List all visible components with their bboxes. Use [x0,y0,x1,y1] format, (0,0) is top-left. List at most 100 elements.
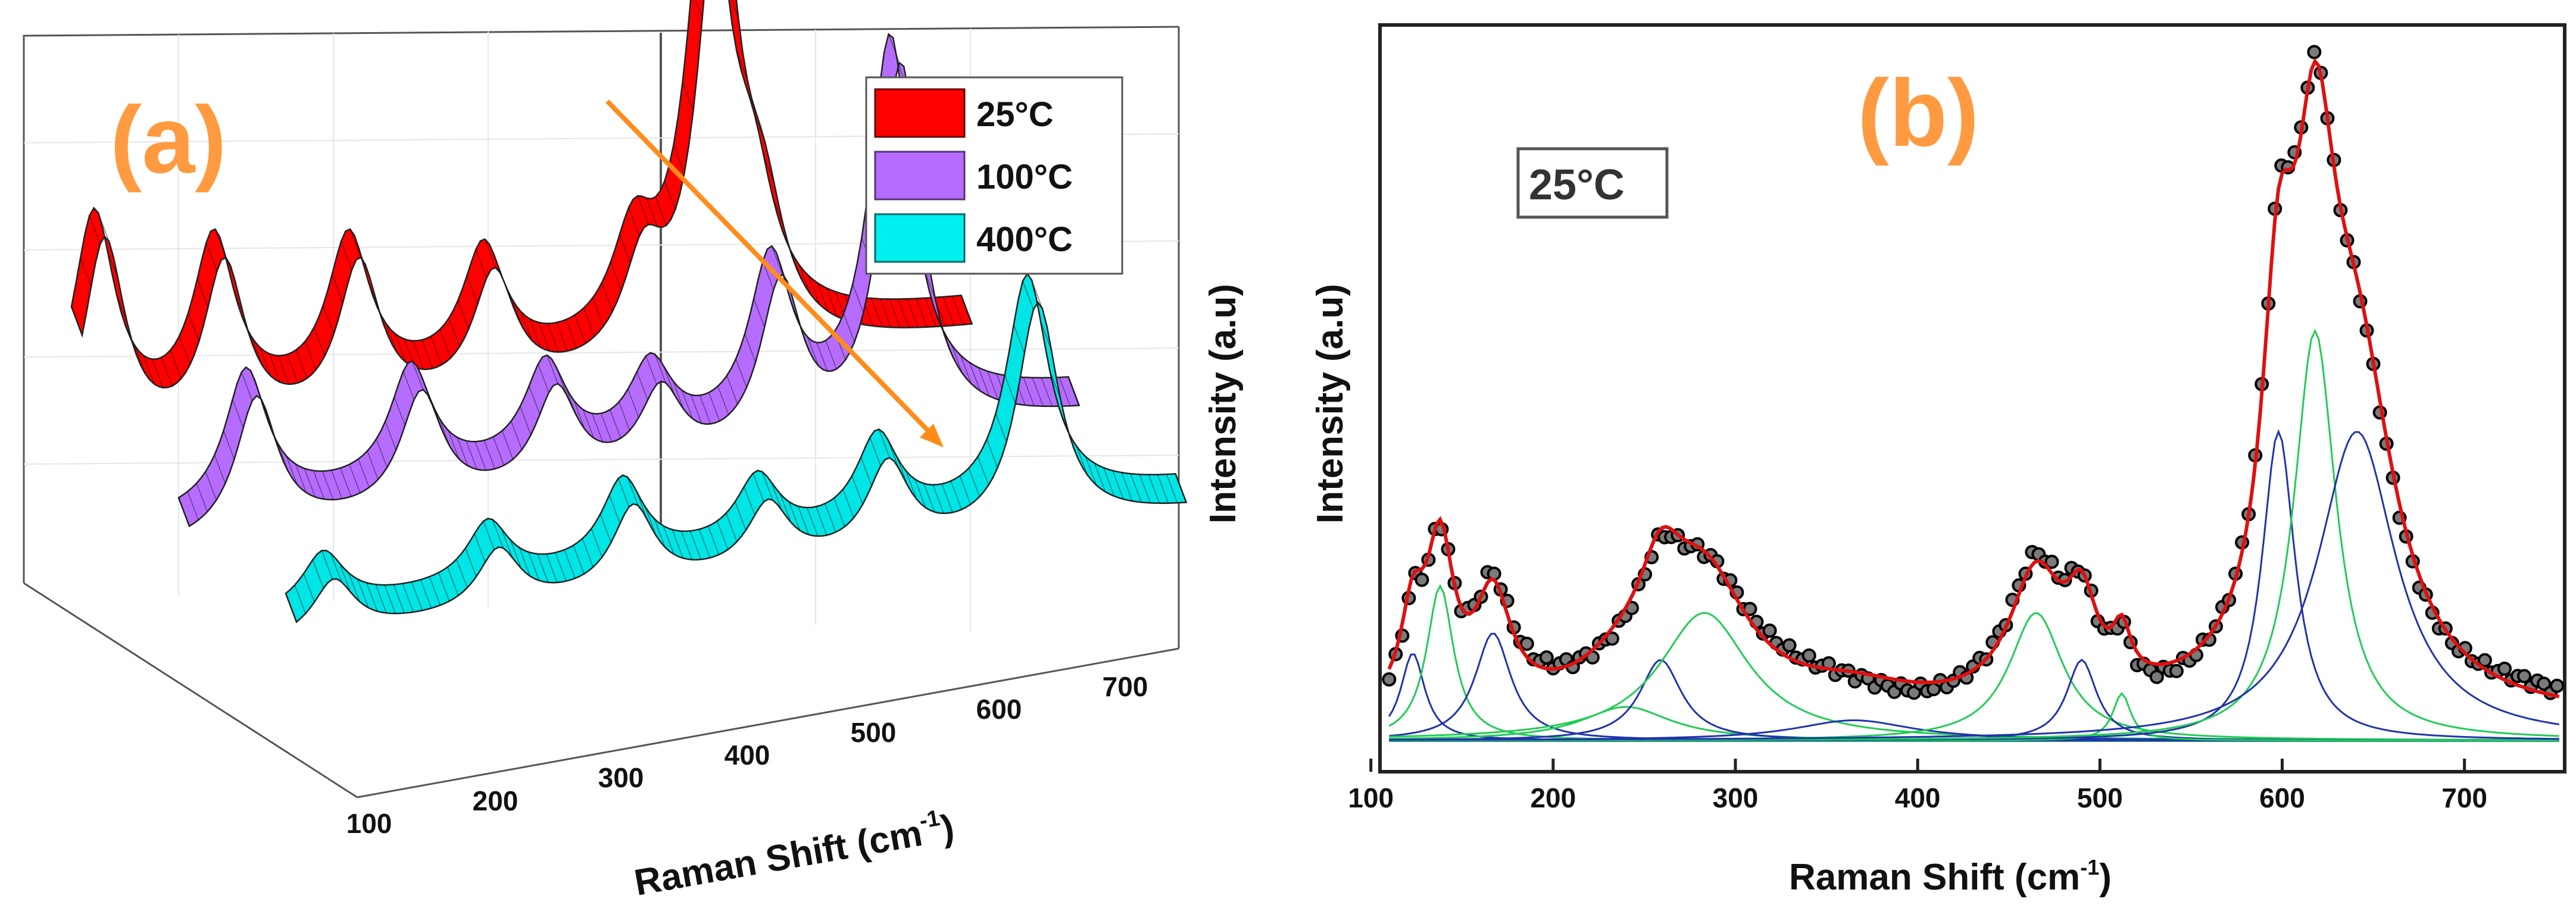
ribbon-stripe [1112,470,1124,500]
ribbon-stripe [520,406,532,436]
ribbon-stripe [241,372,253,401]
ribbon-stripe [430,399,442,428]
ribbon-stripe [663,366,675,396]
experimental-point [1519,637,1534,651]
ribbon-stripe [1058,377,1071,406]
ribbon-stripe [968,468,981,497]
ribbon-stripe [888,34,900,63]
ribbon-stripe [233,287,245,317]
ribbon-stripe [394,396,405,426]
experimental-point [1382,672,1397,687]
ribbon-stripe [251,336,263,365]
legend-label-400c: 400°C [976,220,1073,259]
ribbon-stripe [646,198,658,227]
ribbon-stripe [753,298,765,328]
ribbon-stripe [71,306,83,336]
ribbon-stripe [617,478,630,508]
ribbon-stripe [98,212,110,242]
ribbon-stripe [134,345,146,374]
experimental-point [2550,678,2565,693]
ribbon-stripe [196,278,209,308]
ribbon-stripe [699,395,711,424]
panel-a-xtick: 500 [851,717,897,748]
ribbon-stripe [914,479,926,508]
ribbon-stripe [825,503,836,533]
ribbon-stripe [735,501,747,531]
panel-a-frame [23,26,1180,798]
ribbon-stripe [1032,377,1044,406]
ribbon-stripe [637,195,649,225]
ribbon-stripe [843,313,855,343]
ribbon-stripe [1067,377,1080,406]
peak-trend-arrow [605,99,944,447]
ribbon-stripe [340,468,352,497]
ribbon-stripe [628,207,640,237]
ribbon-stripe [537,553,549,583]
ribbon-stripe [690,394,702,424]
ribbon-stripe [1004,374,1016,404]
ribbon-stripe [420,579,432,609]
ribbon-stripe [152,359,164,388]
ribbon-stripe [285,593,297,622]
ribbon-stripe [619,234,631,263]
ribbon-stripe [411,581,423,611]
ribbon-stripe [761,471,773,500]
ribbon-stripe [689,531,702,560]
ribbon-stripe [341,241,352,271]
ribbon-stripe [448,430,460,459]
ribbon-stripe [321,550,333,580]
ribbon-stripe [510,421,523,450]
ribbon-stripe [143,355,155,384]
ribbon-stripe [564,549,576,579]
ribbon-stripe [599,513,612,543]
experimental-point [1605,631,1619,646]
ribbon-stripe [923,483,935,512]
ribbon-stripe [1148,474,1160,503]
ribbon-stripe [977,456,989,486]
panel-a-3d-chart: 25°C 100°C 400°C (a) Intensity (a.u) 100… [23,0,1244,904]
ribbon-stripe [402,583,414,612]
ribbon-stripe [465,547,477,577]
ribbon-stripe [752,473,764,502]
ribbon-stripe [384,584,396,614]
ribbon-stripe [529,318,541,348]
cumulative-fit-line [1387,58,2560,699]
experimental-point [2477,653,2492,668]
ribbon-stripe [124,325,137,355]
ribbon-stripe [807,337,819,367]
ribbon-stripe [797,506,810,535]
panel-b-xtick: 600 [2259,782,2305,813]
legend-label-100c: 100°C [976,158,1073,196]
ribbon-stripe [960,355,972,384]
ribbon-stripe [1067,430,1079,460]
ribbon-stripe [609,409,622,439]
ribbon-stripe [880,298,892,328]
panel-b-ylabel: Intensity (a.u) [1310,284,1351,524]
ribbon-stripe [788,502,801,531]
ribbon-stripe [349,464,361,493]
ribbon-stripe [726,375,738,405]
ribbon-stripe [520,311,532,340]
panel-b-xtick: 200 [1530,782,1576,813]
ribbon-stripe [592,298,604,327]
panel-b-fit-chart: 100 200 300 400 500 600 700 (b) 25°C Intensity… [1310,23,2566,898]
ribbon-stripe [529,386,541,415]
ribbon-stripe [695,0,703,18]
ribbon-stripe [466,440,477,470]
ribbon-stripe [501,430,514,460]
ribbon-stripe [214,228,227,258]
panel-b-curves [1382,45,2565,742]
ribbon-stripe [716,521,729,550]
ribbon-stripe [898,299,910,328]
ribbon-stripe [394,333,407,362]
ribbon-stripe [655,196,667,226]
ribbon-stripe [627,477,639,506]
ribbon-stripe [887,439,900,469]
ribbon-stripe [672,529,683,559]
ribbon-stripe [474,441,486,471]
experimental-point [1762,623,1777,638]
ribbon-stripe [663,525,675,555]
ribbon-stripe [987,371,999,400]
panel-b-xtick: 100 [1348,782,1394,813]
